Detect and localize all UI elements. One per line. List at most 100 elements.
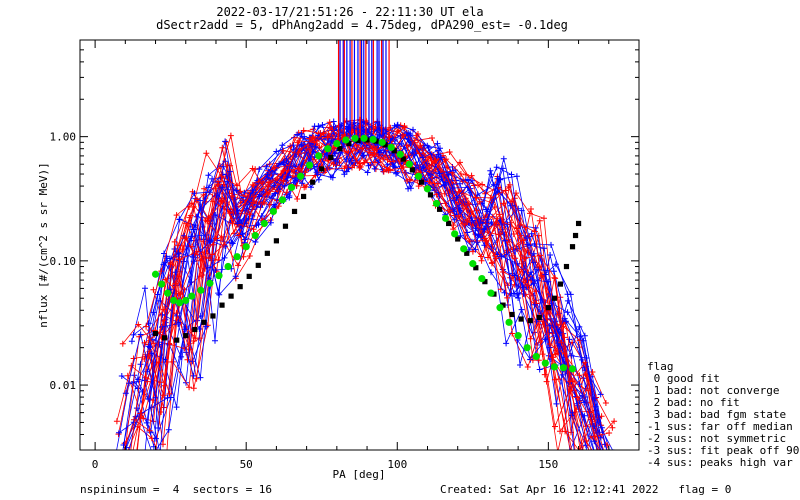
green-point xyxy=(396,150,404,158)
flux-marker xyxy=(219,144,226,151)
flux-marker xyxy=(218,173,225,180)
flux-marker xyxy=(574,394,580,401)
chart-subtitle: dSectr2add = 5, dPhAng2add = 4.75deg, dP… xyxy=(156,18,568,32)
flux-marker xyxy=(533,300,540,307)
flux-marker xyxy=(427,171,434,178)
flux-marker xyxy=(166,390,173,397)
flux-marker xyxy=(295,138,302,144)
flux-marker xyxy=(147,344,153,351)
black-point xyxy=(575,220,582,227)
flux-marker xyxy=(468,172,475,179)
green-point xyxy=(442,214,450,222)
black-point xyxy=(264,250,270,256)
flux-marker xyxy=(364,169,371,176)
y-axis: 0.01 0.10 1.00 xyxy=(50,39,639,451)
black-point xyxy=(391,148,397,154)
flux-marker xyxy=(175,250,182,256)
flux-marker xyxy=(547,252,554,258)
flux-marker xyxy=(134,385,141,392)
flux-marker xyxy=(541,245,548,252)
flux-marker xyxy=(365,162,372,169)
flux-marker xyxy=(184,356,191,363)
flux-marker xyxy=(522,255,528,262)
flux-marker xyxy=(509,330,516,337)
flux-marker xyxy=(190,254,197,261)
flux-marker xyxy=(469,177,475,184)
flux-marker xyxy=(567,387,573,394)
flux-marker xyxy=(472,194,479,201)
flux-marker xyxy=(453,194,460,201)
flux-marker xyxy=(493,164,500,171)
flux-marker xyxy=(405,185,412,192)
footer-sector-info: nspininsum = 4 sectors = 16 xyxy=(80,483,272,496)
flux-marker xyxy=(219,184,226,191)
flux-marker xyxy=(479,181,486,188)
flux-marker xyxy=(197,374,204,381)
flux-marker xyxy=(535,232,542,239)
flux-marker xyxy=(576,372,583,379)
flux-marker xyxy=(128,338,135,345)
flux-marker xyxy=(280,177,287,184)
black-point xyxy=(310,179,316,185)
flux-marker xyxy=(387,137,394,144)
flux-marker xyxy=(187,212,194,219)
flux-marker xyxy=(143,323,150,330)
flux-marker xyxy=(508,171,515,178)
flux-marker xyxy=(611,418,618,425)
flux-marker xyxy=(589,369,596,375)
flux-marker xyxy=(190,338,197,344)
flag-legend: flag 0 good fit 1 bad: not converge 2 ba… xyxy=(647,360,799,469)
flux-marker xyxy=(356,164,363,171)
legend-item: -2 sus: not symmetric xyxy=(647,432,786,445)
flux-marker xyxy=(566,336,573,343)
flux-marker xyxy=(513,173,520,180)
flux-marker xyxy=(267,219,274,226)
flux-marker xyxy=(130,331,137,338)
green-point xyxy=(306,161,314,169)
flux-trace xyxy=(123,129,602,450)
flux-marker xyxy=(391,122,398,129)
flux-marker xyxy=(176,256,183,263)
flux-trace xyxy=(122,129,602,450)
flux-marker xyxy=(280,168,287,174)
green-point xyxy=(387,143,395,151)
x-axis: 0 50 100 150 xyxy=(92,40,610,471)
black-point xyxy=(228,293,234,299)
flux-marker xyxy=(130,355,137,362)
flux-marker xyxy=(300,127,307,134)
black-point xyxy=(464,250,470,256)
flux-marker xyxy=(425,144,432,151)
flux-marker xyxy=(213,235,220,242)
y-tick-label: 0.01 xyxy=(50,379,77,392)
black-point xyxy=(162,335,168,341)
flux-traces xyxy=(113,40,618,450)
green-point xyxy=(523,344,531,352)
flux-marker xyxy=(461,221,468,228)
flux-marker xyxy=(190,385,197,392)
black-point xyxy=(500,302,506,308)
green-point xyxy=(532,352,540,361)
green-point xyxy=(559,364,568,372)
flux-marker xyxy=(405,136,412,143)
flux-trace xyxy=(130,126,590,450)
flux-marker xyxy=(332,158,339,164)
flux-marker xyxy=(319,122,326,128)
flux-marker xyxy=(574,400,581,407)
green-point xyxy=(224,262,232,271)
green-point xyxy=(151,270,160,278)
black-point xyxy=(210,313,216,319)
flux-marker xyxy=(401,124,408,131)
flux-marker xyxy=(446,149,453,155)
flux-marker xyxy=(545,278,552,285)
green-point xyxy=(176,299,184,307)
flux-marker xyxy=(464,229,471,236)
black-point xyxy=(291,208,298,215)
flux-marker xyxy=(212,267,219,273)
flux-marker xyxy=(311,123,318,130)
flux-marker xyxy=(172,280,179,287)
flux-marker xyxy=(143,419,150,426)
flux-marker xyxy=(326,124,333,131)
flux-marker xyxy=(150,286,157,293)
black-point xyxy=(201,319,207,325)
flux-marker xyxy=(208,251,215,258)
